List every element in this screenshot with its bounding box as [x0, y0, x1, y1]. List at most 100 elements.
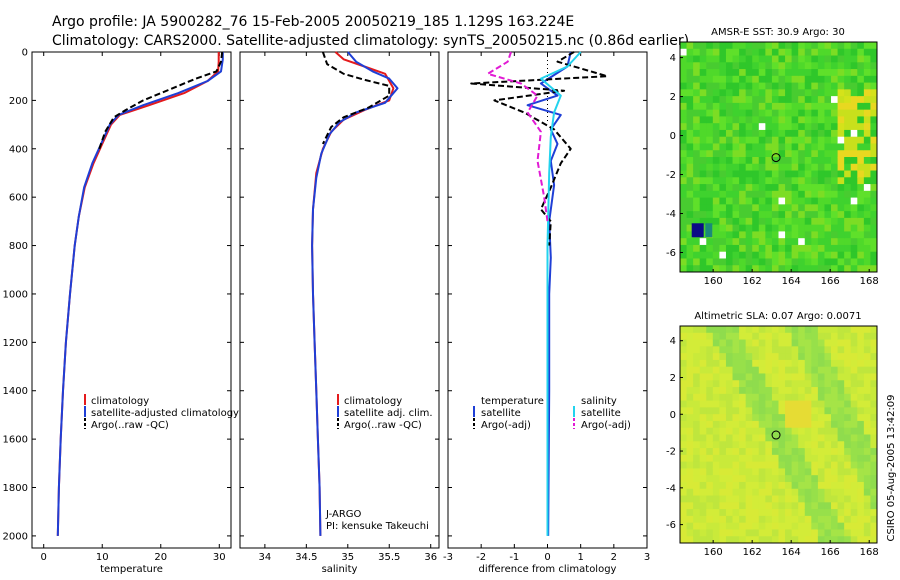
- sst-map-cell: [699, 143, 707, 151]
- sst-map-cell: [824, 123, 832, 131]
- sst-map-cell: [765, 75, 773, 84]
- sst-map-cell: [752, 75, 760, 84]
- sst-map-cell: [817, 48, 826, 57]
- sst-map-cell: [844, 251, 852, 260]
- sla-map-cell: [791, 502, 799, 510]
- sst-map-xtick-label: 166: [821, 276, 840, 287]
- sst-map-cell: [680, 62, 688, 70]
- sst-map-cell: [725, 190, 734, 199]
- sst-map-cell: [706, 150, 714, 158]
- sst-map-cell: [831, 238, 839, 246]
- sst-map-cell: [680, 258, 688, 266]
- sst-map-cell: [732, 150, 740, 158]
- sla-map-cell: [785, 522, 793, 531]
- sst-map-cell: [811, 265, 819, 272]
- sst-map-cell: [732, 224, 740, 233]
- sst-map-cell: [863, 265, 872, 272]
- sst-map-cell: [850, 217, 858, 226]
- sla-map-cell: [771, 495, 780, 503]
- sla-map-cell: [712, 461, 720, 470]
- sst-map-cell: [725, 184, 734, 192]
- sla-map-cell: [837, 515, 845, 524]
- sst-map-cell: [771, 163, 780, 172]
- sla-map-cell: [693, 522, 701, 531]
- sla-map-cell: [824, 495, 832, 503]
- sla-map-cell: [706, 346, 714, 354]
- sst-map-cell: [817, 109, 826, 118]
- sst-map-cell: [870, 163, 877, 172]
- sla-map-title: Altimetric SLA: 0.07 Argo: 0.0071: [694, 311, 861, 322]
- sst-map-cell: [785, 116, 793, 124]
- sst-map-cell: [699, 258, 707, 266]
- sla-map-cell: [758, 481, 766, 490]
- sla-map-cell: [739, 448, 747, 456]
- sst-map-cell: [771, 143, 780, 151]
- sst-map-cell: [844, 75, 852, 84]
- sla-map-cell: [785, 359, 793, 368]
- sla-map-cell: [817, 502, 826, 510]
- sla-map-cell: [771, 522, 780, 531]
- sst-map-cell: [778, 96, 786, 104]
- sst-map-cell: [850, 231, 858, 239]
- sst-map-cell: [804, 96, 812, 104]
- sla-map-cell: [752, 509, 760, 517]
- sst-map-cell: [739, 231, 747, 239]
- sst-map-cell: [817, 157, 826, 165]
- sla-map-cell: [824, 536, 832, 543]
- sla-map-cell: [844, 420, 852, 429]
- sla-map-cell: [831, 427, 839, 436]
- sst-map-cell: [686, 82, 694, 90]
- sla-map-cell: [771, 481, 780, 490]
- sst-map-cell: [752, 123, 760, 131]
- sla-map-cell: [837, 400, 845, 408]
- sst-map-cell: [693, 82, 701, 90]
- sst-map-cell: [811, 42, 819, 50]
- sst-map-cell: [725, 197, 734, 205]
- sla-map-cell: [686, 488, 694, 497]
- sst-map-cell: [844, 211, 852, 219]
- sla-map-cell: [752, 461, 760, 470]
- sst-map-cell: [712, 109, 720, 118]
- sla-map-cell: [824, 515, 832, 524]
- sst-map-cell: [804, 258, 812, 266]
- legend-label-climatology: climatology: [344, 396, 402, 407]
- sst-map-cell: [824, 157, 832, 165]
- sst-map-cell: [824, 177, 832, 185]
- sst-map-cell: [811, 150, 819, 158]
- sst-map-cell: [804, 42, 812, 50]
- sla-map-cell: [804, 448, 812, 456]
- sst-map-cell: [706, 251, 714, 260]
- sst-map-cell: [844, 129, 852, 138]
- sst-map-cell: [824, 231, 832, 239]
- sla-map-cell: [798, 332, 806, 341]
- salinity-xtick-label: 34.5: [295, 552, 317, 563]
- sst-map-cell: [732, 197, 740, 205]
- sla-map-cell: [739, 509, 747, 517]
- sst-map-cell: [778, 89, 786, 97]
- sst-map-cell: [778, 244, 786, 253]
- sla-map-cell: [739, 326, 747, 334]
- depth-tick-label: 1400: [3, 386, 28, 397]
- sla-map-cell: [758, 393, 766, 402]
- sla-map-cell: [680, 522, 688, 531]
- sst-map-cell: [844, 258, 852, 266]
- sla-map-cell: [778, 468, 786, 476]
- sst-map-cell: [719, 170, 727, 178]
- sla-map-cell: [699, 475, 707, 483]
- sst-map-cell: [791, 55, 799, 63]
- sst-map-cell: [686, 177, 694, 185]
- sla-map-cell: [850, 420, 858, 429]
- sla-map-cell: [719, 427, 727, 436]
- sla-map-cell: [725, 373, 734, 381]
- sla-map-cell: [719, 326, 727, 334]
- sst-map-cell: [732, 244, 740, 253]
- sst-map-cell: [686, 244, 694, 253]
- sst-map-cell: [791, 244, 799, 253]
- sst-map-cell: [699, 102, 707, 111]
- sst-map-cell: [831, 69, 839, 77]
- sla-map-cell: [817, 373, 826, 381]
- sst-map-cell: [725, 82, 734, 90]
- sst-map-cell: [745, 184, 753, 192]
- sst-map-cell: [758, 136, 766, 145]
- sla-map-cell: [725, 468, 734, 476]
